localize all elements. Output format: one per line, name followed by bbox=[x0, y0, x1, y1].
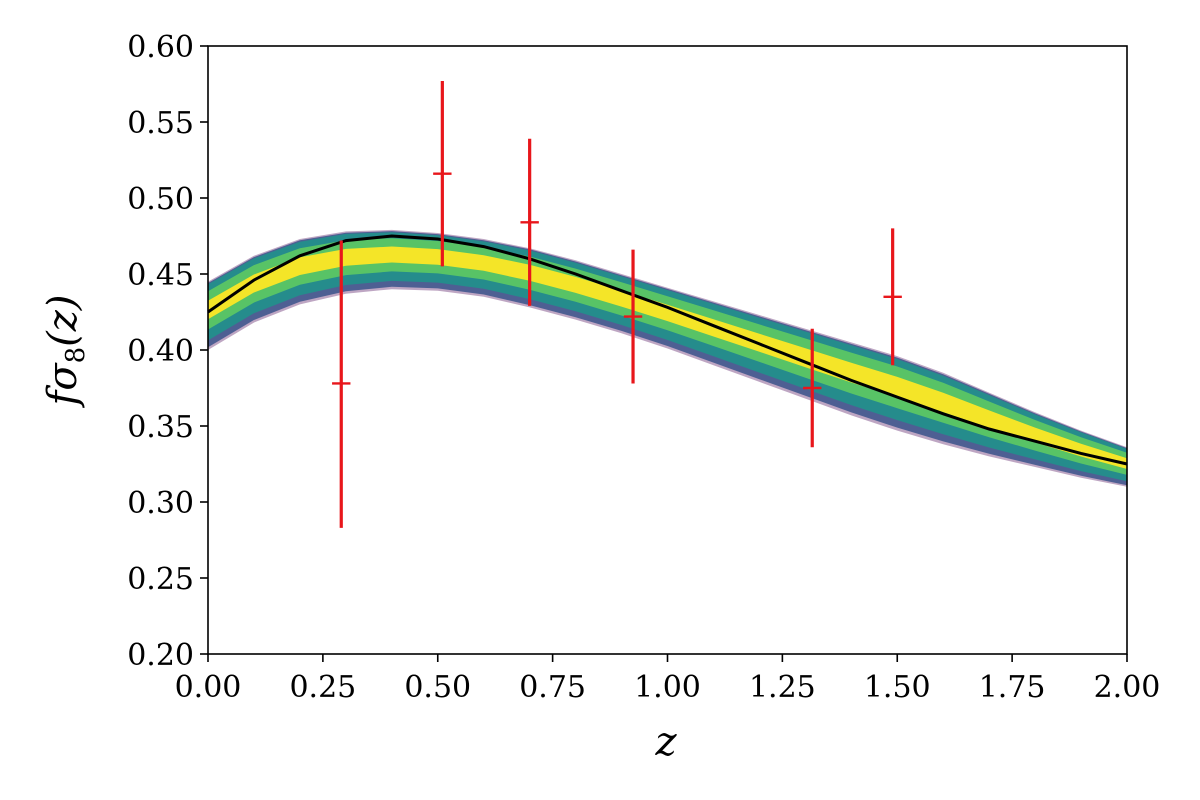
band-layer-2 bbox=[208, 232, 1127, 482]
y-tick-label: 0.50 bbox=[127, 182, 194, 217]
x-axis-label: z bbox=[654, 719, 677, 765]
error-bar-point bbox=[520, 138, 539, 306]
error-bar-point bbox=[623, 249, 643, 384]
error-bar-point bbox=[332, 240, 351, 528]
best-fit-layer bbox=[207, 234, 1128, 466]
error-bar-point bbox=[803, 328, 822, 448]
y-tick-label: 0.20 bbox=[127, 638, 194, 673]
x-tick-label: 1.50 bbox=[864, 670, 931, 705]
y-axis-ticks: 0.20 0.25 0.30 0.35 0.40 0.45 0.50 0.55 0.60 bbox=[127, 30, 208, 673]
y-tick-label: 0.60 bbox=[127, 30, 194, 65]
x-tick-label: 0.25 bbox=[289, 670, 356, 705]
posterior-band bbox=[208, 229, 1127, 487]
x-tick-label: 2.00 bbox=[1094, 670, 1161, 705]
x-tick-label: 0.75 bbox=[519, 670, 586, 705]
y-tick-label: 0.45 bbox=[127, 258, 194, 293]
x-tick-label: 1.75 bbox=[979, 670, 1046, 705]
x-tick-label: 1.25 bbox=[749, 670, 816, 705]
x-tick-label: 0.00 bbox=[175, 670, 242, 705]
y-tick-label: 0.55 bbox=[127, 106, 194, 141]
y-tick-label: 0.40 bbox=[127, 334, 194, 369]
x-tick-label: 0.50 bbox=[404, 670, 471, 705]
y-tick-label: 0.25 bbox=[127, 562, 194, 597]
band-layer-1 bbox=[208, 231, 1127, 486]
error-bar-point bbox=[433, 80, 452, 267]
best-fit-line bbox=[207, 234, 1128, 466]
plot-frame bbox=[207, 45, 1128, 655]
error-bars-layer bbox=[332, 80, 902, 528]
x-axis-ticks: 0.00 0.25 0.50 0.75 1.00 1.25 1.50 1.75 2.00 bbox=[175, 654, 1161, 705]
y-axis-label: fσ8(z) bbox=[40, 295, 91, 409]
x-tick-label: 1.00 bbox=[634, 670, 701, 705]
y-tick-label: 0.35 bbox=[127, 410, 194, 445]
error-bar-point bbox=[883, 228, 902, 366]
y-tick-label: 0.30 bbox=[127, 486, 194, 521]
band-layer-4 bbox=[208, 246, 1127, 469]
